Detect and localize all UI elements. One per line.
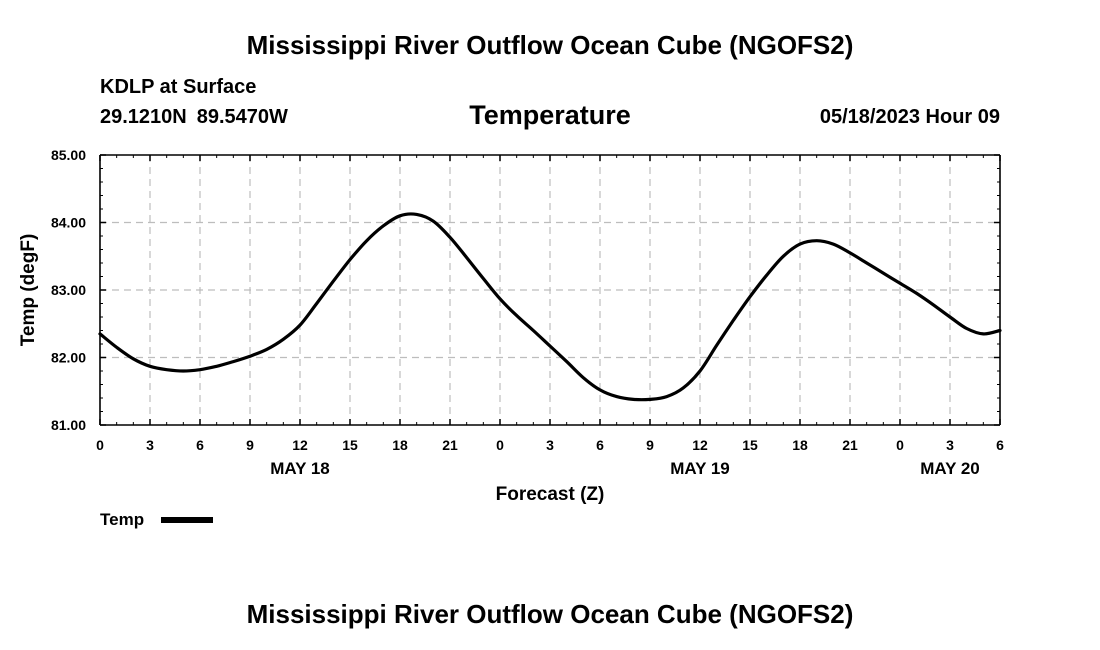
x-tick-label: 0 xyxy=(496,437,504,453)
temp-series-line xyxy=(98,212,1002,402)
x-tick-label: 15 xyxy=(342,437,358,453)
x-tick-label: 18 xyxy=(392,437,408,453)
y-tick-label: 84.00 xyxy=(51,215,86,231)
y-tick-label: 83.00 xyxy=(51,282,86,298)
x-tick-label: 3 xyxy=(946,437,954,453)
x-tick-label: 3 xyxy=(546,437,554,453)
x-tick-label: 3 xyxy=(146,437,154,453)
x-tick-label: 9 xyxy=(246,437,254,453)
station-coordinates: 29.1210N 89.5470W xyxy=(100,106,288,129)
x-tick-label: 9 xyxy=(646,437,654,453)
date-label: MAY 19 xyxy=(670,459,730,478)
x-tick-label: 21 xyxy=(842,437,858,453)
x-tick-label: 21 xyxy=(442,437,458,453)
valid-time-label: 05/18/2023 Hour 09 xyxy=(819,106,1000,128)
x-tick-label: 6 xyxy=(596,437,604,453)
x-tick-label: 6 xyxy=(196,437,204,453)
legend-line-swatch xyxy=(161,517,213,523)
x-tick-label: 12 xyxy=(692,437,708,453)
date-label: MAY 18 xyxy=(270,459,330,478)
x-axis-title: Forecast (Z) xyxy=(496,484,605,505)
chart-main-title: Mississippi River Outflow Ocean Cube (NG… xyxy=(246,30,854,60)
x-tick-label: 15 xyxy=(742,437,758,453)
legend-label: Temp xyxy=(100,510,145,529)
x-tick-label: 6 xyxy=(996,437,1004,453)
grid-layer xyxy=(100,155,1000,425)
series-layer xyxy=(98,212,1002,402)
y-tick-label: 81.00 xyxy=(51,417,86,433)
y-tick-label: 85.00 xyxy=(51,147,86,163)
x-tick-label: 18 xyxy=(792,437,808,453)
y-axis-title: Temp (degF) xyxy=(18,234,39,347)
latitude-value: 29.1210N xyxy=(100,106,187,128)
date-label: MAY 20 xyxy=(920,459,980,478)
station-label: KDLP at Surface xyxy=(100,76,257,98)
x-tick-label: 12 xyxy=(292,437,308,453)
tick-layer xyxy=(99,154,1001,426)
axis-labels: 0 3 6 9 12 15 18 21 0 3 6 9 12 15 18 21 0 3 6 81.00 82.00 83.… xyxy=(18,147,1004,505)
x-tick-label: 0 xyxy=(896,437,904,453)
x-tick-label: 0 xyxy=(96,437,104,453)
chart-footer-title: Mississippi River Outflow Ocean Cube (NG… xyxy=(246,599,854,629)
variable-title: Temperature xyxy=(469,100,631,130)
longitude-value: 89.5470W xyxy=(196,106,288,128)
y-tick-label: 82.00 xyxy=(51,350,86,366)
